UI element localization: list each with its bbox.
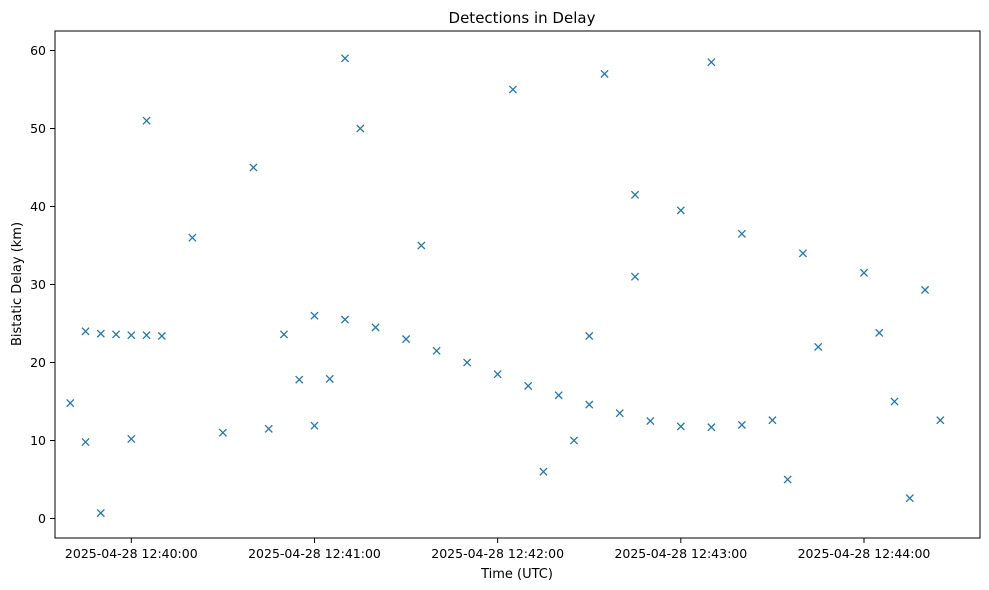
x-tick-label: 2025-04-28 12:40:00 [65, 546, 198, 561]
data-point [188, 233, 197, 242]
data-point [402, 335, 411, 344]
data-point [875, 328, 884, 337]
data-point [890, 397, 899, 406]
data-point [463, 358, 472, 367]
y-tick-label: 50 [30, 121, 46, 136]
data-point [554, 391, 563, 400]
data-point [600, 69, 609, 78]
x-axis-label: Time (UTC) [480, 567, 553, 582]
y-axis: 0 10 20 30 40 50 60 [30, 43, 55, 526]
y-axis-label: Bistatic Delay (km) [10, 222, 25, 346]
data-point [417, 241, 426, 250]
data-point [630, 272, 640, 281]
data-point [585, 331, 594, 341]
data-point [646, 416, 655, 426]
data-point [737, 420, 746, 429]
data-point [707, 58, 716, 67]
data-point [142, 331, 151, 340]
data-point [295, 375, 304, 384]
data-point [218, 428, 227, 437]
data-point [859, 268, 869, 277]
data-point [96, 329, 105, 338]
x-tick-label: 2025-04-28 12:41:00 [248, 546, 381, 561]
data-point [432, 346, 441, 355]
data-point [676, 422, 685, 431]
data-point [81, 327, 90, 336]
data-point [81, 438, 90, 447]
data-point [127, 331, 136, 340]
data-point [707, 423, 716, 432]
data-point [310, 311, 319, 320]
data-point [340, 315, 350, 324]
data-point [936, 416, 945, 425]
y-tick-label: 20 [30, 355, 46, 370]
data-point [66, 399, 75, 408]
data-point [310, 421, 319, 430]
x-tick-label: 2025-04-28 12:42:00 [431, 546, 564, 561]
y-tick-label: 40 [30, 199, 46, 214]
y-tick-label: 30 [30, 277, 46, 292]
data-point [585, 400, 594, 409]
data-markers [66, 54, 945, 518]
data-point [142, 116, 151, 125]
chart-title: Detections in Delay [449, 9, 596, 27]
x-tick-label: 2025-04-28 12:44:00 [798, 546, 931, 561]
data-point [279, 330, 289, 339]
data-point [920, 285, 930, 295]
y-tick-label: 10 [30, 433, 46, 448]
data-point [539, 467, 548, 476]
data-point [127, 434, 136, 443]
data-point [264, 424, 273, 433]
y-tick-label: 60 [30, 43, 46, 58]
data-point [798, 249, 807, 258]
data-point [96, 508, 105, 518]
data-point [493, 370, 502, 379]
data-point [508, 85, 517, 94]
data-point [371, 323, 380, 332]
data-point [340, 54, 350, 63]
data-point [783, 475, 792, 484]
x-axis: 2025-04-28 12:40:00 2025-04-28 12:41:00 20… [65, 538, 930, 561]
x-tick-label: 2025-04-28 12:43:00 [614, 546, 747, 561]
data-point [249, 163, 258, 172]
data-point [524, 381, 533, 390]
data-point [737, 229, 746, 238]
data-point [676, 206, 685, 215]
data-point [111, 330, 121, 339]
data-point [905, 494, 914, 503]
data-point [356, 124, 365, 133]
data-point [157, 331, 166, 341]
data-point [630, 190, 640, 199]
data-point [768, 416, 777, 425]
y-tick-label: 0 [38, 511, 46, 526]
data-point [569, 436, 579, 445]
data-point [325, 374, 334, 383]
data-point [814, 342, 823, 351]
data-point [615, 409, 624, 418]
